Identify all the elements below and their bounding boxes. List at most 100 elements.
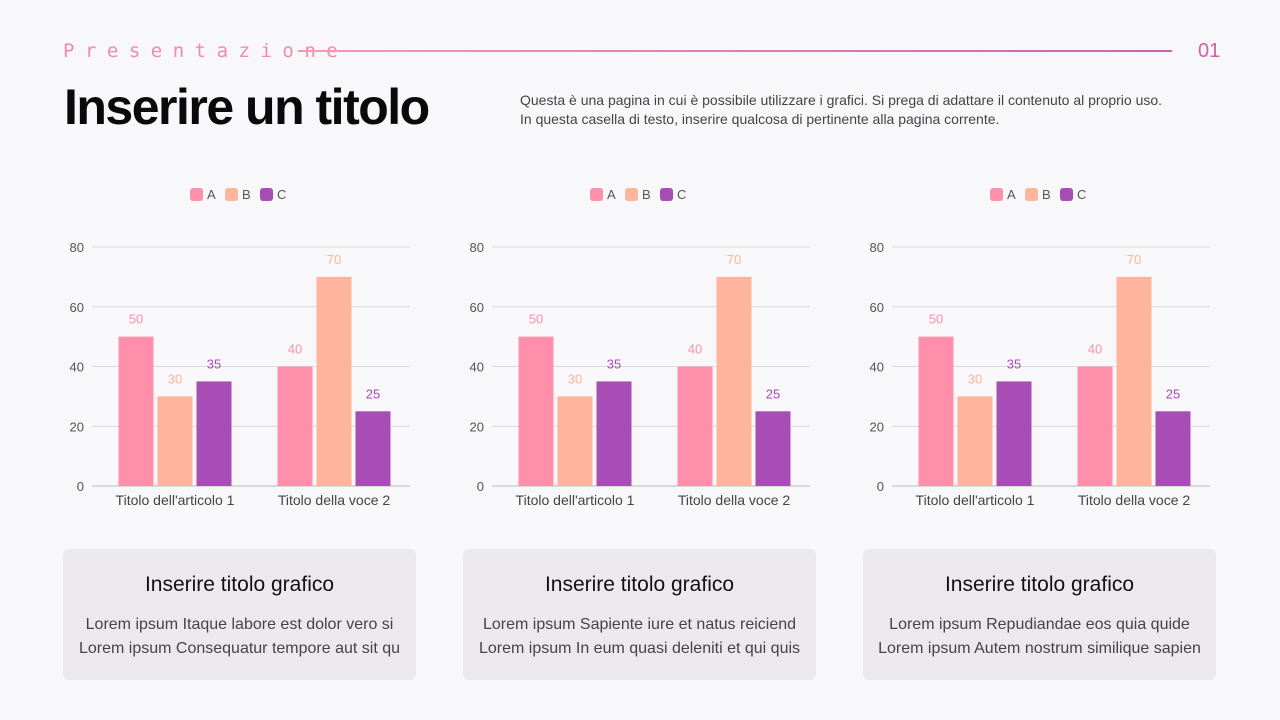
kicker: Presentazione (63, 40, 349, 62)
legend-item: A (590, 187, 616, 202)
legend-item: A (990, 187, 1016, 202)
description-line: In questa casella di testo, inserire qua… (520, 111, 1000, 127)
legend-label: C (1077, 187, 1086, 202)
legend-item: B (225, 187, 251, 202)
y-tick-label: 0 (877, 479, 884, 494)
data-label: 25 (766, 386, 780, 401)
legend-item: B (625, 187, 651, 202)
card-line: Lorem ipsum Repudiandae eos quia quide (889, 616, 1190, 633)
chart-card-1: Inserire titolo grafico Lorem ipsum Itaq… (63, 549, 416, 680)
legend-label: A (1007, 187, 1016, 202)
card-line: Lorem ipsum In eum quasi deleniti et qui… (478, 640, 801, 657)
page-title: Inserire un titolo (64, 79, 430, 135)
x-tick-label: Titolo dell'articolo 1 (916, 492, 1035, 508)
legend-item: C (660, 187, 686, 202)
bar (957, 396, 993, 486)
legend-item: C (1060, 187, 1086, 202)
legend-swatch (1060, 188, 1073, 201)
data-label: 40 (288, 342, 302, 357)
bar (355, 411, 391, 486)
legend-label: A (607, 187, 616, 202)
description-line: Questa è una pagina in cui è possibile u… (520, 92, 1163, 108)
bar (596, 381, 632, 486)
data-label: 70 (727, 252, 741, 267)
data-label: 50 (529, 312, 543, 327)
y-tick-label: 0 (477, 479, 484, 494)
legend-label: B (642, 187, 651, 202)
legend-swatch (625, 188, 638, 201)
bar (1116, 276, 1152, 486)
legend-label: C (677, 187, 686, 202)
card-title: Inserire titolo grafico (144, 573, 335, 596)
card-title: Inserire titolo grafico (544, 573, 735, 596)
card-line: Lorem ipsum Consequatur tempore aut sit … (78, 640, 401, 657)
card-line: Lorem ipsum Sapiente iure et natus reici… (482, 616, 797, 633)
chart-svg: A B C 0 20 40 60 80 50 30 35 Titolo dell'articolo 1… (70, 187, 410, 508)
bar (1155, 411, 1191, 486)
y-tick-label: 80 (870, 240, 884, 255)
y-tick-label: 0 (77, 479, 84, 494)
card-line: Lorem ipsum Itaque labore est dolor vero… (85, 616, 394, 633)
legend-swatch (190, 188, 203, 201)
data-label: 30 (968, 371, 982, 386)
legend-item: C (260, 187, 286, 202)
bar (196, 381, 232, 486)
data-label: 30 (168, 371, 182, 386)
y-tick-label: 80 (70, 240, 84, 255)
header-divider (298, 50, 1172, 52)
bar (1077, 366, 1113, 486)
data-label: 50 (929, 312, 943, 327)
card-title: Inserire titolo grafico (944, 573, 1135, 596)
data-label: 25 (1166, 386, 1180, 401)
legend-label: B (242, 187, 251, 202)
legend-swatch (660, 188, 673, 201)
y-tick-label: 20 (870, 419, 884, 434)
page-number: 01 (1198, 40, 1221, 62)
bar (557, 396, 593, 486)
chart-card-3: Inserire titolo grafico Lorem ipsum Repu… (863, 549, 1216, 680)
bar-chart-2: A B C 0 20 40 60 80 50 30 35 Titolo dell'articolo 1… (460, 180, 840, 520)
y-tick-label: 60 (70, 300, 84, 315)
x-tick-label: Titolo della voce 2 (678, 492, 791, 508)
bar (716, 276, 752, 486)
legend-swatch (590, 188, 603, 201)
y-tick-label: 40 (470, 360, 484, 375)
bar (996, 381, 1032, 486)
data-label: 35 (207, 356, 221, 371)
chart-svg: A B C 0 20 40 60 80 50 30 35 Titolo dell'articolo 1… (470, 187, 810, 508)
y-tick-label: 80 (470, 240, 484, 255)
card-text: Lorem ipsum Itaque labore est dolor vero… (63, 613, 416, 661)
data-label: 40 (688, 342, 702, 357)
y-tick-label: 40 (70, 360, 84, 375)
legend-item: B (1025, 187, 1051, 202)
y-tick-label: 20 (470, 419, 484, 434)
data-label: 25 (366, 386, 380, 401)
legend-swatch (1025, 188, 1038, 201)
card-line: Lorem ipsum Autem nostrum similique sapi… (878, 640, 1201, 657)
y-tick-label: 40 (870, 360, 884, 375)
legend-item: A (190, 187, 216, 202)
bar (918, 336, 954, 486)
description: Questa è una pagina in cui è possibile u… (520, 91, 1162, 129)
data-label: 35 (1007, 356, 1021, 371)
data-label: 70 (327, 252, 341, 267)
data-label: 50 (129, 312, 143, 327)
card-text: Lorem ipsum Sapiente iure et natus reici… (463, 613, 816, 661)
bar-chart-1: A B C 0 20 40 60 80 50 30 35 Titolo dell'articolo 1… (60, 180, 440, 520)
legend-label: A (207, 187, 216, 202)
data-label: 70 (1127, 252, 1141, 267)
data-label: 30 (568, 371, 582, 386)
y-tick-label: 20 (70, 419, 84, 434)
legend-label: B (1042, 187, 1051, 202)
legend-swatch (990, 188, 1003, 201)
bar (755, 411, 791, 486)
bar (316, 276, 352, 486)
chart-card-2: Inserire titolo grafico Lorem ipsum Sapi… (463, 549, 816, 680)
bar (118, 336, 154, 486)
bar (677, 366, 713, 486)
y-tick-label: 60 (470, 300, 484, 315)
bar-chart-3: A B C 0 20 40 60 80 50 30 35 Titolo dell'articolo 1… (860, 180, 1240, 520)
legend-label: C (277, 187, 286, 202)
x-tick-label: Titolo della voce 2 (1078, 492, 1191, 508)
data-label: 40 (1088, 342, 1102, 357)
